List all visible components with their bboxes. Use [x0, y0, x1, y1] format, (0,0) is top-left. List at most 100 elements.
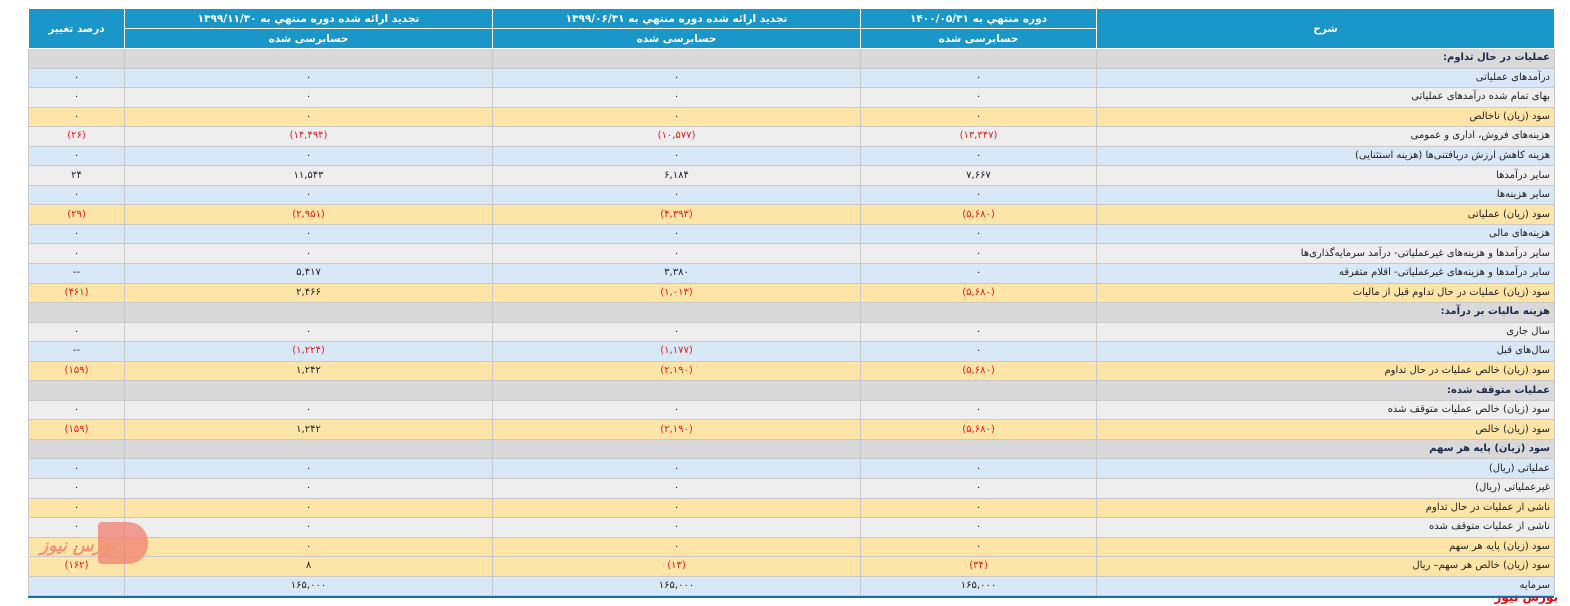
row-value-c1: ۰ [860, 478, 1097, 499]
row-description: ناشی از عملیات در حال تداوم [1096, 497, 1555, 519]
row-value-c3 [124, 438, 493, 460]
row-value-c3: ۲,۴۶۶ [124, 282, 493, 304]
subheader-row: حسابرسی شده حسابرسی شده حسابرسی شده [29, 28, 1555, 49]
row-value-c1 [860, 438, 1097, 460]
row-description: بهای تمام شده درآمدهای عملیاتی [1096, 87, 1555, 108]
row-description: سود (زیان) خالص هر سهم– ریال [1096, 556, 1555, 577]
watermark-text: بورس نیوز [1494, 590, 1558, 604]
table-row: هزینه کاهش ارزش دریافتنی‌ها (هزینه استثن… [28, 145, 1555, 167]
row-description: سایر درآمدها و هزینه‌های غیرعملیاتی- درآ… [1096, 243, 1555, 265]
table-row: سود (زیان) ناخالص ۰ ۰ ۰ ۰ [28, 106, 1555, 128]
row-description: عملیاتی (ریال) [1096, 458, 1555, 480]
table-row: هزینه‌های مالی ۰ ۰ ۰ ۰ [28, 223, 1555, 245]
row-value-c3: ۰ [124, 497, 493, 519]
row-value-c2: (۲,۱۹۰) [492, 419, 861, 440]
row-value-c4: (۲۹) [28, 204, 125, 225]
row-value-c2 [492, 48, 861, 69]
row-value-c3: ۰ [124, 536, 493, 558]
table-row: سال جاری ۰ ۰ ۰ ۰ [28, 321, 1555, 343]
table-row: سود (زیان) پایه هر سهم ۰ ۰ ۰ ۰ [28, 536, 1555, 558]
header-row: شرح دوره منتهي به ۱۴۰۰/۰۵/۳۱ تجدید ارائه… [28, 8, 1555, 49]
row-value-c2: ۰ [492, 458, 861, 480]
row-value-c2: (۴,۳۹۳) [492, 204, 861, 225]
table-row: سایر درآمدها و هزینه‌های غیرعملیاتی- درآ… [28, 243, 1555, 265]
row-value-c4: ۰ [28, 87, 125, 108]
row-value-c3: ۱,۲۴۲ [124, 419, 493, 440]
header-period-1399-11: تجدید ارائه شده دوره منتهي به ۱۳۹۹/۱۱/۳۰ [124, 8, 493, 29]
row-value-c4: ۰ [28, 145, 125, 167]
row-value-c2: (۱۳) [492, 556, 861, 577]
row-value-c4 [28, 438, 125, 460]
row-value-c3 [124, 48, 493, 69]
table-row: سایر درآمدها و هزینه‌های غیرعملیاتی- اقل… [28, 263, 1555, 284]
row-description: سرمایه [1096, 575, 1555, 597]
row-value-c4: ۲۴ [28, 165, 125, 186]
logo-shape [98, 522, 148, 564]
table-row: سود (زیان) خالص (۵,۶۸۰) (۲,۱۹۰) ۱,۲۴۲ (۱۵۹) [28, 419, 1555, 440]
row-value-c1: (۵,۶۸۰) [860, 282, 1097, 304]
row-description: سال‌های قبل [1096, 341, 1555, 362]
row-value-c4: -- [28, 263, 125, 284]
header-change-percent: درصد تغییر [28, 8, 125, 49]
row-value-c1: ۰ [860, 517, 1097, 538]
row-value-c4 [28, 380, 125, 401]
table-row: سرمایه ۱۶۵,۰۰۰ ۱۶۵,۰۰۰ ۱۶۵,۰۰۰ [28, 575, 1555, 597]
table-row: بهای تمام شده درآمدهای عملیاتی ۰ ۰ ۰ ۰ [28, 87, 1555, 108]
row-value-c2: (۲,۱۹۰) [492, 360, 861, 382]
row-value-c3: ۵,۴۱۷ [124, 263, 493, 284]
row-value-c1: ۰ [860, 536, 1097, 558]
table-row: سایر هزینه‌ها ۰ ۰ ۰ ۰ [28, 184, 1555, 206]
row-value-c1: ۰ [860, 458, 1097, 480]
row-value-c2 [492, 438, 861, 460]
row-description: سال جاری [1096, 321, 1555, 343]
row-description: ناشی از عملیات متوقف شده [1096, 517, 1555, 538]
section-row: عملیات در حال تداوم: [28, 48, 1555, 69]
row-value-c4 [28, 48, 125, 69]
row-value-c2: (۱,۰۱۳) [492, 282, 861, 304]
row-value-c4: -- [28, 341, 125, 362]
row-description: سود (زیان) پایه هر سهم [1096, 536, 1555, 558]
row-value-c4 [28, 302, 125, 323]
row-value-c2: ۰ [492, 399, 861, 421]
row-value-c3: ۰ [124, 67, 493, 89]
row-value-c2: ۰ [492, 478, 861, 499]
row-description: سود (زیان) عملیاتی [1096, 204, 1555, 225]
row-value-c2 [492, 380, 861, 401]
row-value-c3: ۰ [124, 458, 493, 480]
row-value-c2: ۰ [492, 67, 861, 89]
table-row: سود (زیان) عملیاتی (۵,۶۸۰) (۴,۳۹۳) (۲,۹۵۱)(… [28, 204, 1555, 225]
row-value-c2: ۰ [492, 536, 861, 558]
table-row: هزینه‌های فروش، اداری و عمومی (۱۳,۳۴۷) (۱۰… [28, 126, 1555, 147]
row-value-c1: ۰ [860, 145, 1097, 167]
row-description: درآمدهای عملیاتی [1096, 67, 1555, 89]
row-value-c1: ۰ [860, 67, 1097, 89]
row-value-c1: ۰ [860, 341, 1097, 362]
section-row: سود (زیان) پایه هر سهم [28, 438, 1555, 460]
table-row: سود (زیان) خالص هر سهم– ریال (۳۴) (۱۳) ۸ (۱۶… [28, 556, 1555, 577]
row-value-c3: ۰ [124, 243, 493, 265]
row-value-c2: ۶,۱۸۴ [492, 165, 861, 186]
row-value-c2: ۰ [492, 243, 861, 265]
table-row: ناشی از عملیات متوقف شده ۰ ۰ ۰ ۰ [28, 517, 1555, 538]
table-row: ناشی از عملیات در حال تداوم ۰ ۰ ۰ ۰ [28, 497, 1555, 519]
row-value-c1: ۰ [860, 243, 1097, 265]
row-value-c4: ۰ [28, 399, 125, 421]
subheader-audited: حسابرسی شده [492, 28, 861, 49]
header-period-1400: دوره منتهي به ۱۴۰۰/۰۵/۳۱ [860, 8, 1097, 29]
section-row: عملیات متوقف شده: [28, 380, 1555, 401]
row-description: سایر درآمدها [1096, 165, 1555, 186]
row-value-c3: ۰ [124, 478, 493, 499]
subheader-audited: حسابرسی شده [124, 28, 493, 49]
row-value-c1: (۵,۶۸۰) [860, 360, 1097, 382]
row-description: غیرعملیاتی (ریال) [1096, 478, 1555, 499]
row-value-c4: ۰ [28, 184, 125, 206]
row-value-c3: (۱,۲۲۴) [124, 341, 493, 362]
row-value-c4 [28, 575, 125, 597]
row-description: سود (زیان) عملیات در حال تداوم قبل از ما… [1096, 282, 1555, 304]
row-value-c2: ۰ [492, 87, 861, 108]
row-description: سود (زیان) خالص عملیات در حال تداوم [1096, 360, 1555, 382]
row-value-c1 [860, 302, 1097, 323]
row-value-c1: ۰ [860, 87, 1097, 108]
header-period-1399-06: تجدید ارائه شده دوره منتهي به ۱۳۹۹/۰۶/۳۱ [492, 8, 861, 29]
row-value-c3: (۱۴,۴۹۴) [124, 126, 493, 147]
